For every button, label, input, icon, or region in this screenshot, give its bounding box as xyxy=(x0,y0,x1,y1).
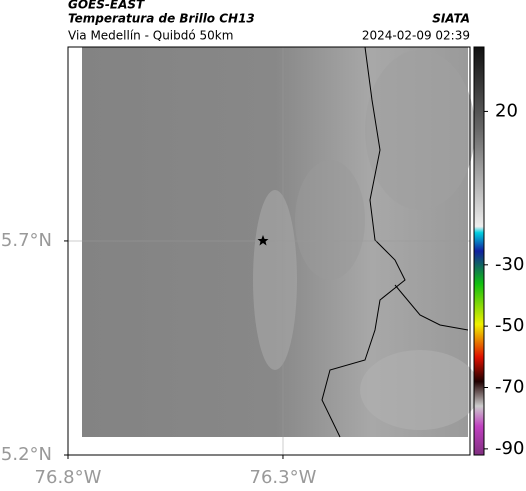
cloud xyxy=(365,50,475,210)
map-frame xyxy=(67,46,471,456)
border xyxy=(321,46,406,438)
cloud xyxy=(295,160,365,280)
border xyxy=(394,284,469,331)
x-tick-label: 76.8°W xyxy=(35,467,102,488)
colorbar-tick-label: -90 xyxy=(495,438,524,459)
satellite: GOES-EAST xyxy=(68,0,145,12)
colorbar-tick-label: 20 xyxy=(495,100,518,121)
colorbar-tick-label: -30 xyxy=(495,254,524,275)
map-image xyxy=(68,46,480,455)
subtitle: Via Medellín - Quibdó 50km xyxy=(68,29,233,43)
x-tick-label: 76.3°W xyxy=(250,467,317,488)
colorbar-tick-label: -50 xyxy=(495,315,524,336)
location-marker xyxy=(257,235,269,246)
y-tick-label: 5.7°N xyxy=(1,230,52,251)
y-tick-label: 5.2°N xyxy=(1,444,52,465)
cloud xyxy=(360,350,480,430)
colorbar-tick-label: -70 xyxy=(495,377,524,398)
datetime: 2024-02-09 02:39 xyxy=(362,29,470,43)
title: Temperatura de Brillo CH13 xyxy=(68,12,255,26)
colorbar xyxy=(473,46,485,456)
source: SIATA xyxy=(432,12,470,26)
cloud xyxy=(253,190,297,370)
